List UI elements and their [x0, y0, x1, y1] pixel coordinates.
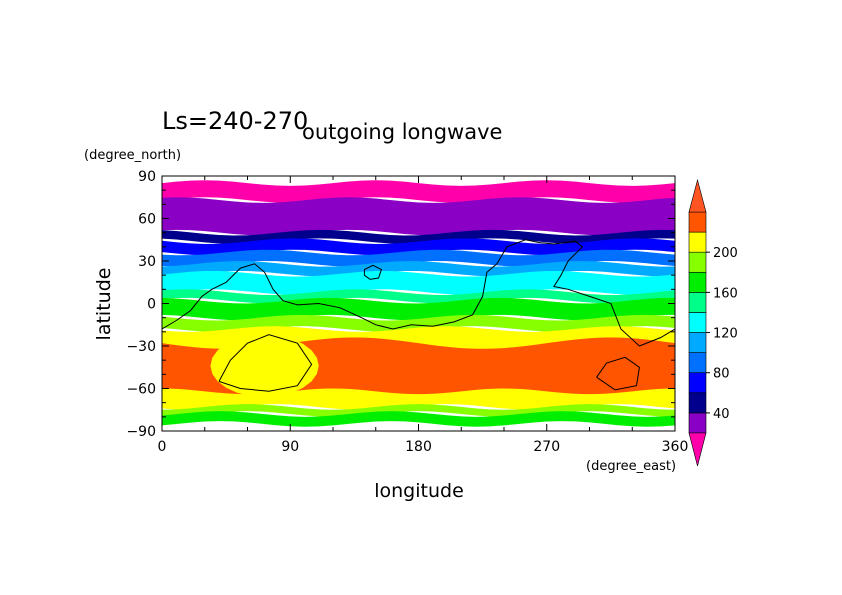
colorbar-bin — [688, 372, 707, 394]
plot-area — [162, 176, 675, 431]
x-axis-label: longitude — [374, 480, 464, 502]
band-7 — [162, 289, 675, 304]
colorbar-bin — [688, 251, 707, 273]
x-tick-label: 270 — [533, 439, 560, 455]
y-tick-label: −90 — [126, 424, 156, 440]
x-tick-label: 90 — [281, 439, 299, 455]
band-8 — [162, 297, 675, 321]
y-tick-label: 90 — [138, 169, 156, 185]
band-6 — [162, 270, 675, 295]
colorbar-bin — [688, 332, 707, 353]
plot-fill — [162, 176, 675, 431]
colorbar-bin — [688, 312, 707, 333]
y-axis-label: latitude — [93, 268, 115, 341]
colorbar-label: 200 — [713, 246, 738, 261]
x-tick-label: 0 — [158, 439, 167, 455]
contour-loop-east — [596, 356, 640, 391]
colorbar-bin — [688, 231, 707, 253]
y-tick-label: 30 — [138, 254, 156, 270]
chart-title-period: Ls=240-270 — [162, 107, 308, 135]
colorbar-bin — [688, 352, 707, 374]
band-1 — [162, 197, 675, 236]
y-tick-label: −60 — [126, 382, 156, 398]
band-0 — [162, 180, 675, 203]
chart-title: outgoing longwave — [302, 120, 502, 144]
colorbar-bin — [688, 211, 707, 233]
colorbar: 40 80 120 160 200 — [688, 178, 738, 467]
colorbar-label: 40 — [713, 407, 730, 422]
band-12 — [162, 411, 675, 427]
axes: 0 90 180 270 360 90 60 30 0 −30 −60 −90 — [126, 169, 688, 455]
y-tick-label: 0 — [147, 297, 156, 313]
x-tick-label: 360 — [662, 439, 689, 455]
y-tick-label: −30 — [126, 339, 156, 355]
contour-loop-west — [218, 334, 313, 392]
y-axis-units: (degree_north) — [84, 148, 181, 163]
contour-topography-main — [162, 239, 675, 347]
colorbar-bin — [688, 292, 707, 313]
y-tick-label: 60 — [138, 212, 156, 228]
colorbar-label: 120 — [713, 327, 738, 342]
colorbar-label: 160 — [713, 286, 738, 301]
band-4 — [162, 249, 675, 267]
band-2 — [162, 229, 675, 244]
colorbar-bin — [688, 392, 707, 414]
band-3 — [162, 238, 675, 256]
colorbar-over-triangle — [688, 178, 707, 213]
yellow-gap — [210, 334, 319, 397]
colorbar-label: 80 — [713, 367, 730, 382]
colorbar-under-triangle — [688, 432, 707, 467]
band-9 — [162, 314, 675, 332]
x-tick-label: 180 — [405, 439, 432, 455]
colorbar-bin — [688, 412, 707, 434]
contour-small-loop — [363, 264, 383, 280]
colorbar-bin — [688, 271, 707, 293]
x-axis-units: (degree_east) — [586, 459, 676, 474]
